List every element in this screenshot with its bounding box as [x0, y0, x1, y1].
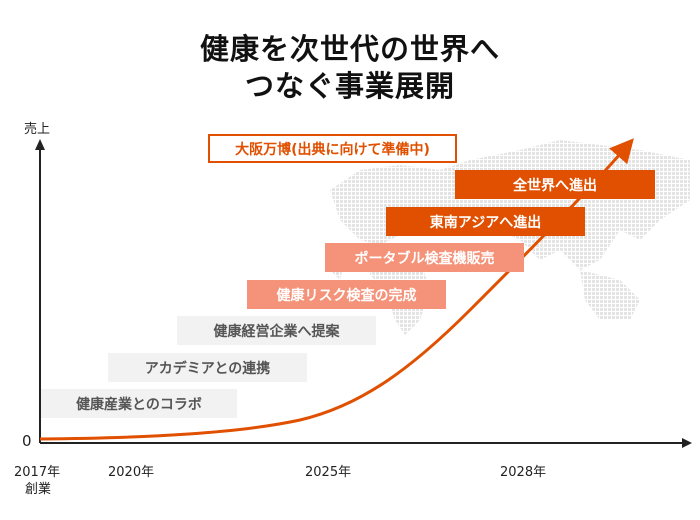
y-axis-label: 売上 [24, 122, 51, 137]
title-line-2: つなぐ事業展開 [244, 69, 455, 103]
milestone-corporate-proposal: 健康経営企業へ提案 [177, 316, 376, 345]
y-axis-zero: 0 [22, 432, 32, 450]
y-axis-arrow-icon [35, 139, 45, 150]
x-tick-2020: 2020年 [108, 465, 155, 480]
x-tick-2017-sub: 創業 [25, 482, 52, 497]
milestone-global-expansion: 全世界へ進出 [455, 170, 655, 199]
title-line-1: 健康を次世代の世界へ [199, 32, 500, 66]
milestone-risk-test: 健康リスク検査の完成 [247, 280, 446, 309]
milestone-portable-device: ポータブル検査機販売 [325, 243, 524, 272]
x-axis-arrow-icon [682, 438, 692, 448]
milestone-osaka-expo: 大阪万博(出典に向けて準備中) [208, 134, 457, 163]
milestone-industry-collab: 健康産業とのコラボ [41, 389, 237, 418]
x-tick-2028: 2028年 [500, 465, 547, 480]
x-tick-2017: 2017年 [14, 465, 61, 480]
milestone-academia: アカデミアとの連携 [108, 353, 307, 382]
milestone-southeast-asia: 東南アジアへ進出 [386, 207, 585, 236]
x-tick-2025: 2025年 [305, 465, 352, 480]
